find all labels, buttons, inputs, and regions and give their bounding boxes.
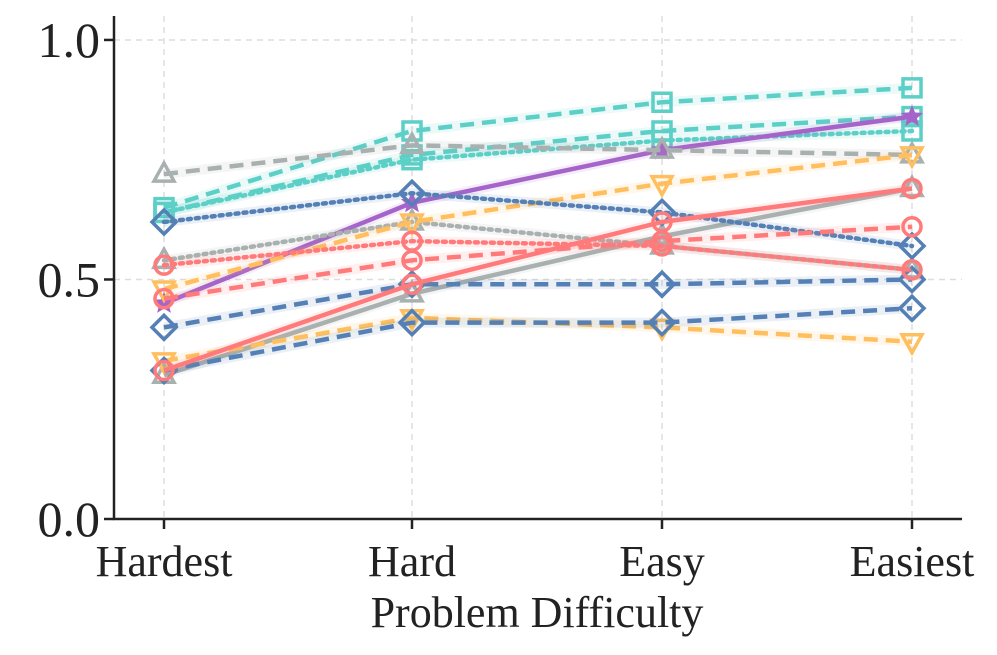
series-line bbox=[163, 277, 913, 330]
data-point bbox=[901, 77, 923, 99]
data-point bbox=[647, 269, 677, 299]
data-point bbox=[397, 178, 427, 208]
data-point bbox=[149, 312, 179, 342]
y-tick-label: 0.5 bbox=[38, 251, 101, 307]
series-band bbox=[164, 188, 912, 251]
data-point bbox=[899, 140, 925, 164]
data-point bbox=[901, 216, 923, 238]
series-band bbox=[164, 303, 912, 376]
data-point bbox=[901, 120, 923, 142]
axes: 0.0 0.5 1.0 Hardest Hard Easy Easiest bbox=[38, 12, 975, 586]
series-line bbox=[163, 186, 913, 373]
series-teal-square-dotted bbox=[153, 120, 923, 224]
data-point bbox=[399, 130, 425, 155]
series-band bbox=[164, 111, 912, 218]
data-point bbox=[647, 197, 677, 227]
series-line bbox=[163, 224, 913, 301]
x-axis-title: Problem Difficulty bbox=[371, 588, 704, 637]
series-gray-triangle-dashed bbox=[151, 130, 925, 183]
series-teal-square-dashed-a bbox=[153, 77, 923, 219]
data-point bbox=[897, 231, 927, 261]
data-point bbox=[899, 173, 925, 198]
series-band bbox=[164, 111, 912, 309]
series-line bbox=[161, 190, 915, 249]
series-red-circle-solid bbox=[153, 177, 923, 382]
series-line bbox=[163, 143, 913, 177]
data-point bbox=[650, 138, 674, 160]
data-point bbox=[153, 254, 175, 276]
data-point bbox=[900, 104, 924, 127]
data-point bbox=[899, 146, 925, 170]
series-band bbox=[164, 221, 912, 304]
series-line bbox=[163, 186, 913, 378]
series-blue-diamond-dotted bbox=[149, 178, 927, 261]
series-red-circle-dashed bbox=[153, 216, 923, 310]
data-point bbox=[399, 207, 425, 231]
data-point bbox=[149, 207, 179, 237]
data-point bbox=[651, 91, 673, 113]
series-band bbox=[164, 82, 912, 213]
data-point bbox=[399, 213, 425, 237]
data-point bbox=[153, 287, 175, 310]
data-point bbox=[397, 308, 427, 338]
data-point bbox=[651, 211, 673, 233]
data-point bbox=[897, 293, 927, 323]
data-point bbox=[649, 174, 675, 199]
data-point bbox=[401, 120, 423, 142]
series-layer bbox=[149, 77, 927, 385]
series-line bbox=[163, 85, 913, 210]
series-line bbox=[163, 114, 913, 215]
series-line bbox=[161, 238, 915, 273]
data-point bbox=[899, 333, 925, 357]
data-point bbox=[901, 177, 923, 200]
data-point bbox=[401, 273, 423, 296]
data-point bbox=[901, 259, 923, 281]
series-band bbox=[164, 312, 912, 366]
series-line bbox=[163, 305, 913, 373]
data-point bbox=[151, 159, 177, 183]
x-tick-label: Hard bbox=[368, 537, 456, 586]
data-point bbox=[401, 249, 423, 272]
data-point bbox=[647, 308, 677, 338]
x-tick-label: Easy bbox=[619, 537, 705, 586]
y-tick-label: 0.0 bbox=[38, 491, 101, 547]
y-tick-label: 1.0 bbox=[38, 12, 101, 68]
x-tick-label: Hardest bbox=[96, 537, 233, 586]
x-tick-label: Easiest bbox=[850, 537, 975, 586]
series-line bbox=[161, 128, 915, 215]
data-point bbox=[153, 359, 175, 382]
series-band bbox=[164, 183, 912, 376]
data-point bbox=[649, 135, 675, 159]
